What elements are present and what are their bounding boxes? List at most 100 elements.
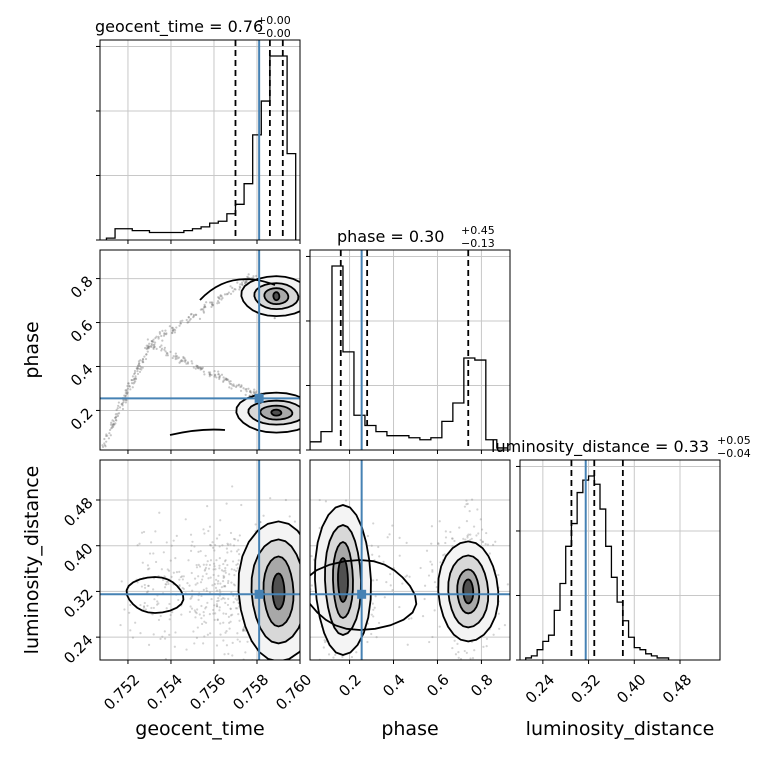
sample-point: [202, 308, 205, 311]
sample-point: [131, 636, 135, 639]
sample-point: [113, 423, 116, 426]
contour-line: [270, 408, 283, 417]
sample-point: [210, 301, 213, 304]
sample-point: [108, 432, 111, 435]
sample-point: [132, 378, 135, 382]
sample-point: [191, 595, 194, 598]
sample-point: [410, 617, 413, 620]
sample-point: [226, 581, 230, 585]
sample-point: [221, 580, 225, 583]
sample-point: [166, 352, 169, 355]
sample-point: [234, 607, 238, 610]
sample-point: [138, 367, 141, 371]
sample-point: [219, 633, 222, 636]
sample-point: [146, 345, 150, 348]
sample-point: [189, 549, 193, 552]
panel-frame: [519, 459, 721, 661]
panel-frame: [99, 249, 301, 451]
sample-point: [385, 581, 388, 584]
sample-point: [437, 542, 440, 546]
sample-point: [217, 373, 220, 376]
sample-point: [133, 372, 136, 376]
sample-point: [273, 316, 276, 320]
sample-point: [125, 392, 129, 395]
sample-point: [471, 657, 475, 660]
sample-point: [470, 498, 474, 501]
sample-point: [181, 578, 184, 581]
sample-point: [239, 286, 242, 289]
sample-point: [318, 526, 321, 530]
sample-point: [163, 332, 166, 335]
sample-point: [190, 312, 193, 316]
sample-point: [111, 426, 114, 429]
sample-point: [235, 550, 239, 553]
sample-point: [117, 401, 120, 404]
sample-point: [235, 563, 238, 567]
sample-point: [232, 290, 235, 293]
sample-point: [464, 538, 467, 541]
sample-point: [132, 382, 135, 385]
sample-point: [189, 597, 192, 600]
title-phase-upper: +0.45: [461, 224, 495, 237]
sample-point: [217, 373, 220, 376]
sample-point: [197, 598, 200, 601]
sample-point: [145, 591, 149, 594]
sample-point: [221, 544, 224, 547]
sample-point: [451, 646, 454, 650]
sample-point: [232, 383, 235, 386]
sample-point: [139, 359, 142, 362]
sample-point: [213, 565, 216, 568]
sample-point: [131, 375, 135, 378]
sample-point: [216, 618, 219, 621]
sample-point: [138, 362, 141, 365]
y-tick-label: 0.4: [67, 360, 97, 390]
sample-point: [179, 320, 182, 323]
sample-point: [222, 570, 225, 573]
sample-point: [227, 378, 230, 381]
sample-point: [236, 562, 239, 565]
frames-layer: [99, 39, 721, 661]
sample-point: [150, 344, 153, 347]
sample-point: [389, 573, 392, 576]
contour-line: [332, 540, 354, 620]
sample-point: [231, 286, 234, 289]
sample-point: [199, 368, 202, 371]
contour-line: [240, 275, 300, 318]
sample-point: [453, 539, 456, 543]
sample-point: [220, 373, 224, 376]
title-luminosity-distance-lower: −0.04: [717, 447, 751, 460]
sample-point: [491, 543, 495, 546]
sample-point: [341, 655, 344, 659]
sample-point: [223, 584, 227, 588]
sample-point: [178, 324, 181, 327]
sample-point: [224, 569, 227, 572]
sample-point: [172, 329, 175, 333]
sample-point: [222, 612, 225, 615]
sample-point: [106, 434, 109, 437]
sample-point: [138, 370, 142, 374]
sample-point: [115, 408, 118, 412]
sample-point: [210, 597, 213, 601]
sample-point: [207, 529, 210, 533]
sample-point: [144, 608, 147, 611]
sample-point: [191, 362, 194, 365]
sample-point: [209, 559, 213, 562]
sample-point: [190, 544, 193, 547]
sample-point: [232, 583, 236, 586]
sample-point: [161, 635, 164, 638]
sample-point: [200, 617, 203, 620]
sample-point: [222, 585, 225, 588]
contour-line: [259, 404, 294, 421]
sample-point: [242, 387, 245, 390]
sample-point: [172, 571, 175, 574]
sample-point: [205, 587, 208, 590]
sample-point: [125, 392, 129, 395]
sample-point: [320, 680, 322, 682]
sample-point: [236, 607, 239, 610]
sample-point: [103, 444, 106, 447]
sample-point: [240, 385, 243, 388]
sample-point: [123, 394, 126, 397]
sample-point: [208, 373, 212, 376]
sample-point: [142, 606, 146, 609]
sample-point: [476, 668, 478, 670]
